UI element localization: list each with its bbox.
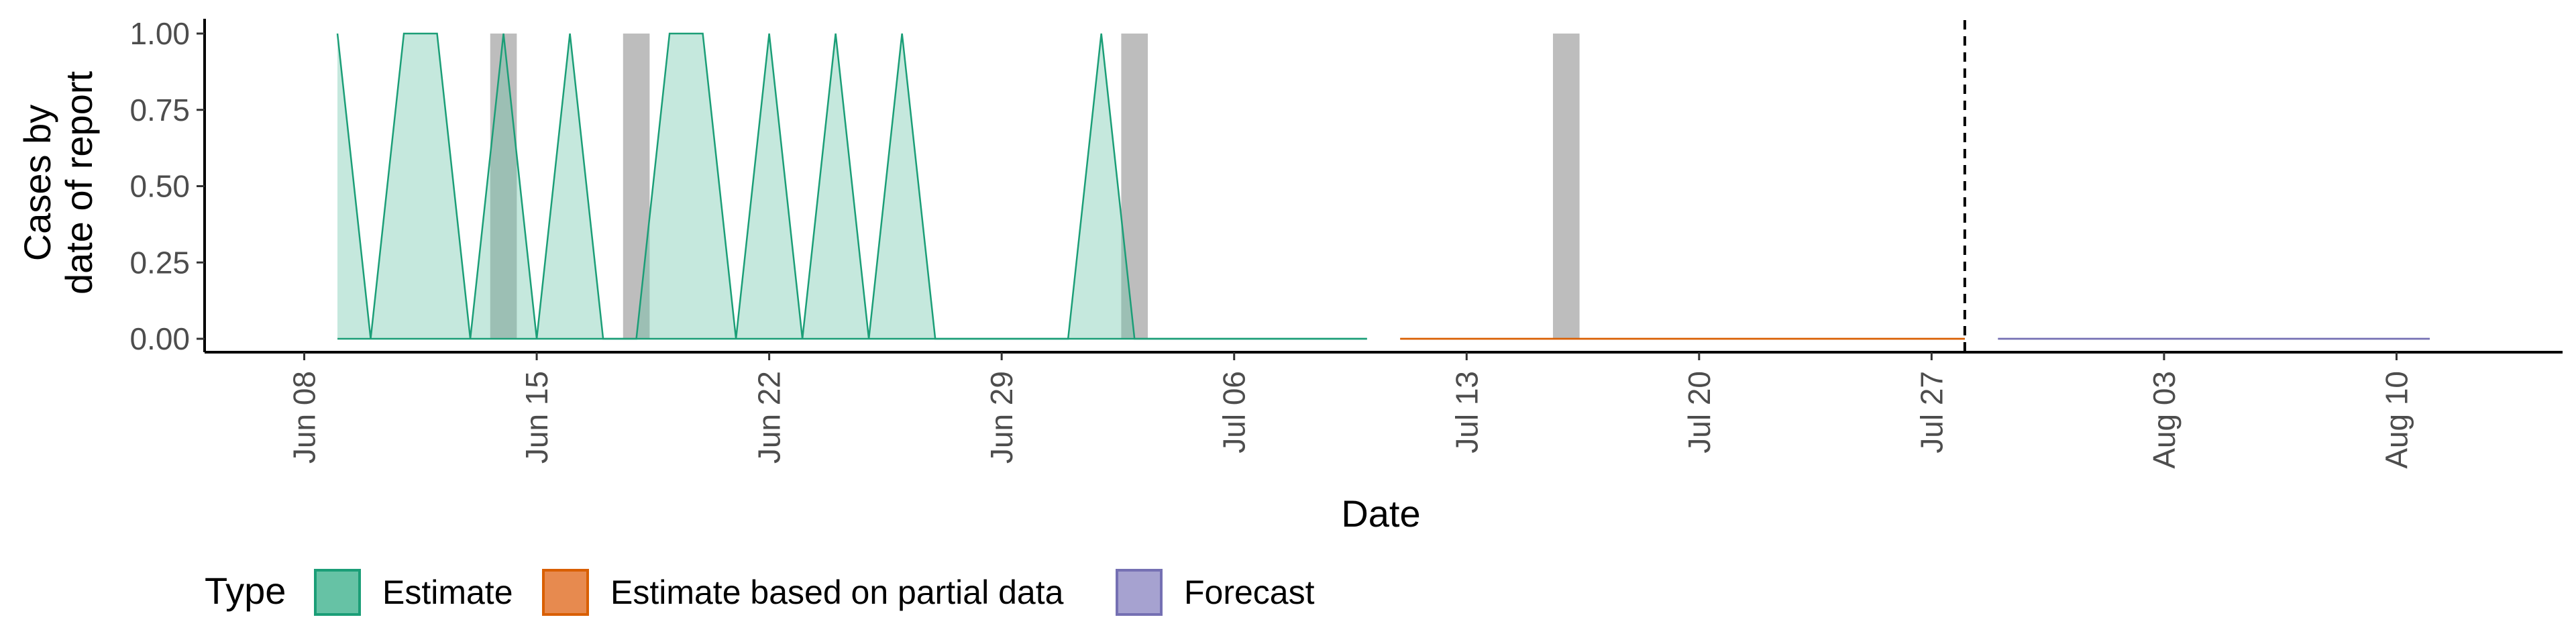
legend: Type Estimate Estimate based on partial da… bbox=[205, 569, 1315, 616]
observed-bar bbox=[1552, 34, 1580, 339]
x-tick-label: Aug 10 bbox=[2379, 371, 2414, 469]
legend-label: Forecast bbox=[1184, 574, 1315, 611]
legend-label: Estimate bbox=[382, 574, 513, 611]
legend-key bbox=[314, 569, 361, 616]
y-tick-label: 0.00 bbox=[129, 321, 190, 356]
x-tick-label: Jul 27 bbox=[1914, 371, 1949, 453]
y-axis-title: Cases by date of report bbox=[16, 71, 100, 295]
legend-key bbox=[1116, 569, 1163, 616]
y-axis-title-line: date of report bbox=[58, 71, 100, 295]
observed-bar bbox=[490, 34, 517, 339]
x-tick-label: Jul 13 bbox=[1449, 371, 1484, 453]
observed-bars bbox=[490, 34, 1580, 339]
x-tick-label: Jun 29 bbox=[984, 371, 1019, 464]
x-tick-label: Aug 03 bbox=[2147, 371, 2182, 469]
legend-label: Estimate based on partial data bbox=[610, 574, 1064, 611]
y-axis-title-line: Cases by bbox=[16, 105, 58, 261]
observed-bar bbox=[1121, 34, 1148, 339]
x-tick-label: Jul 20 bbox=[1682, 371, 1717, 453]
series-areas bbox=[336, 32, 2430, 340]
y-tick-label: 0.25 bbox=[129, 245, 190, 280]
x-axis-title: Date bbox=[1341, 492, 1420, 535]
y-tick-label: 0.75 bbox=[129, 93, 190, 127]
x-tick-label: Jun 15 bbox=[519, 371, 554, 464]
observed-bar bbox=[623, 34, 650, 339]
y-tick-label: 1.00 bbox=[129, 16, 190, 51]
legend-key bbox=[542, 569, 589, 616]
x-tick-label: Jul 06 bbox=[1217, 371, 1252, 453]
y-tick-label: 0.50 bbox=[129, 169, 190, 204]
legend-title: Type bbox=[205, 570, 286, 612]
x-tick-label: Jun 22 bbox=[752, 371, 787, 464]
axes: 0.00 0.25 0.50 0.75 1.00 Jun 08 Jun 15 Jun 22 Ju… bbox=[129, 16, 2563, 469]
x-tick-label: Jun 08 bbox=[287, 371, 322, 464]
